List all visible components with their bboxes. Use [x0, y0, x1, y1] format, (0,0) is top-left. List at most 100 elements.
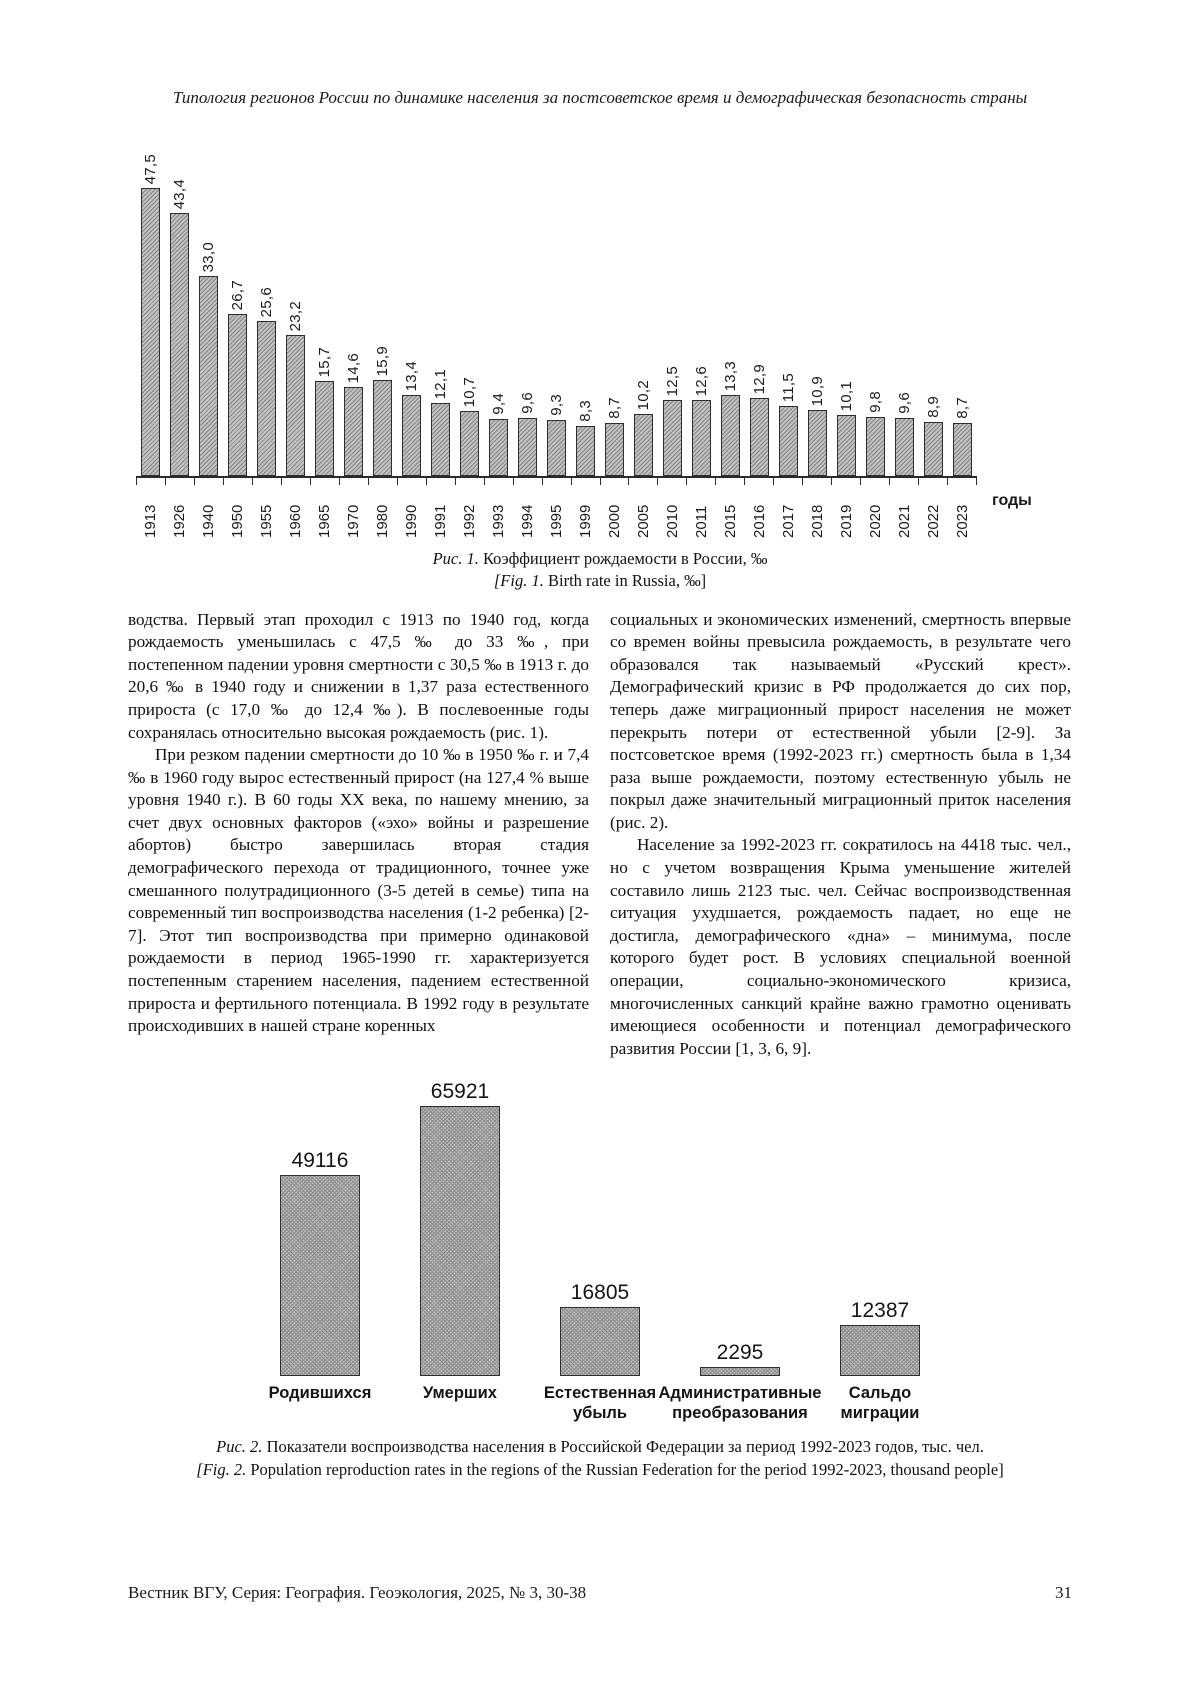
- fig1-caption-en-label: [Fig. 1.: [493, 571, 544, 591]
- fig1-year-text: 2023: [954, 504, 971, 538]
- fig1-bar-group: 15,7: [310, 347, 339, 476]
- fig1-axis-tick: [860, 478, 889, 485]
- fig1-bar: [866, 417, 885, 476]
- fig1-x-tick-label: 1990: [397, 486, 426, 538]
- fig1-axis-tick: [396, 478, 426, 485]
- fig2-bar-value-label: 2295: [716, 1341, 764, 1365]
- fig1-bar-value-label: 12,9: [751, 363, 768, 394]
- fig2-bar-group: 65921 Умерших: [390, 1080, 530, 1426]
- fig1-bar-value-label: 13,4: [403, 360, 420, 391]
- fig1-x-tick-label: 1994: [513, 486, 542, 538]
- fig1-caption: Рис. 1. Коэффициент рождаемости в России…: [128, 548, 1072, 593]
- fig1-x-tick-label: 1992: [455, 486, 484, 538]
- page-footer: Вестник ВГУ, Серия: География. Геоэколог…: [128, 1583, 1072, 1603]
- fig1-axis-tick: [686, 478, 715, 485]
- paragraph: водства. Первый этап проходил с 1913 по …: [128, 609, 589, 742]
- fig1-caption-en-text: Birth rate in Russia, ‰]: [543, 571, 707, 591]
- fig1-year-text: 1992: [461, 504, 478, 538]
- fig1-bar-value-label: 12,6: [693, 365, 710, 396]
- fig1-x-axis-title: годы: [992, 492, 1032, 509]
- fig1-bar-value-label: 9,8: [867, 391, 884, 413]
- fig1-caption-en: [Fig. 1. Birth rate in Russia, ‰]: [128, 570, 1072, 592]
- fig1-bar-group: 26,7: [223, 280, 252, 476]
- fig1-axis-tick: [136, 478, 165, 485]
- fig1-x-tick-label: 2016: [745, 486, 774, 538]
- fig1-x-axis: [136, 476, 978, 485]
- fig1-bar-group: 33,0: [194, 242, 223, 476]
- right-column: социальных и экономических изменений, см…: [610, 609, 1071, 1061]
- fig1-year-text: 2019: [838, 504, 855, 538]
- fig1-bar-value-label: 15,7: [316, 346, 333, 377]
- fig1-bar-value-label: 11,5: [780, 372, 797, 402]
- fig1-x-tick-label: 2005: [629, 486, 658, 538]
- fig1-bar-value-label: 10,7: [461, 376, 478, 407]
- fig1-bar-group: 8,7: [600, 397, 629, 476]
- fig1-year-text: 2017: [780, 504, 797, 538]
- fig2-caption-en-text: Population reproduction rates in the reg…: [246, 1459, 1004, 1479]
- fig1-bar: [344, 387, 363, 476]
- fig1-bar: [199, 276, 218, 476]
- fig1-bar-value-label: 25,6: [258, 286, 275, 317]
- fig1-axis-tick: [657, 478, 686, 485]
- fig2-caption: Рис. 2. Показатели воспроизводства насел…: [128, 1436, 1072, 1481]
- fig2-bar-value-label: 12387: [850, 1299, 910, 1323]
- fig1-x-tick-label: 2021: [890, 486, 919, 538]
- paragraph: социальных и экономических изменений, см…: [610, 609, 1071, 832]
- fig1-year-text: 2016: [751, 504, 768, 538]
- fig2-caption-ru-text: Показатели воспроизводства населения в Р…: [262, 1437, 984, 1457]
- fig2-category-label: Умерших: [423, 1384, 497, 1403]
- fig1-axis-tick: [599, 478, 629, 485]
- fig2-bar: [560, 1307, 640, 1377]
- fig1-year-text: 1990: [403, 504, 420, 538]
- fig1-bar-value-label: 15,9: [374, 345, 391, 376]
- body-columns: водства. Первый этап проходил с 1913 по …: [128, 609, 1072, 1061]
- fig1-x-tick-label: 1970: [339, 486, 368, 538]
- fig1-axis-tick: [309, 478, 339, 485]
- fig1-x-tick-label: 1991: [426, 486, 455, 538]
- fig1-year-text: 1994: [519, 504, 536, 538]
- fig1-bar: [721, 395, 740, 476]
- fig1-axis-tick: [802, 478, 831, 485]
- fig1-bar-group: 25,6: [252, 287, 281, 476]
- fig1-year-text: 2010: [664, 504, 681, 538]
- fig2-bar-group: 12387 Сальдо миграции: [810, 1299, 950, 1426]
- fig1-bar-value-label: 33,0: [200, 241, 217, 272]
- fig1-x-tick-label: 1926: [165, 486, 194, 538]
- fig1-year-text: 1980: [374, 504, 391, 538]
- fig1-year-text: 2020: [867, 504, 884, 538]
- fig1-bar: [779, 406, 798, 476]
- fig1-axis-tick: [744, 478, 773, 485]
- fig1-year-text: 2011: [693, 505, 710, 538]
- fig1-x-tick-label: 1955: [252, 486, 281, 538]
- fig1-bar-group: 13,3: [716, 361, 745, 476]
- journal-info: Вестник ВГУ, Серия: География. Геоэколог…: [128, 1583, 587, 1602]
- fig1-bar-group: 8,3: [571, 400, 600, 476]
- fig2-category-label: Естественная убыль: [543, 1384, 657, 1423]
- fig1-bar: [489, 419, 508, 476]
- fig1-year-text: 1970: [345, 504, 362, 538]
- fig1-year-text: 2021: [896, 504, 913, 538]
- fig1-x-tick-labels: 1913 1926 1940 1950 1955 1960 1965 1970 1980 1990…: [136, 486, 977, 538]
- fig1-bar-group: 47,5: [136, 154, 165, 476]
- fig1-axis-tick: [338, 478, 368, 485]
- fig1-x-tick-label: 2015: [716, 486, 745, 538]
- fig1-year-text: 2022: [925, 504, 942, 538]
- fig1-bar: [460, 411, 479, 476]
- fig2-category-label: Родившихся: [268, 1384, 372, 1403]
- fig1-bar-value-label: 43,4: [171, 178, 188, 209]
- fig1-bar-value-label: 10,9: [809, 375, 826, 406]
- fig1-year-text: 1993: [490, 504, 507, 538]
- fig1-axis-tick: [831, 478, 860, 485]
- fig1-bar-value-label: 10,2: [635, 379, 652, 410]
- fig1-bar-value-label: 9,6: [519, 392, 536, 414]
- fig2-bar-value-label: 49116: [291, 1149, 349, 1173]
- left-column: водства. Первый этап проходил с 1913 по …: [128, 609, 589, 1061]
- fig1-bar: [431, 403, 450, 476]
- fig1-bar-group: 12,1: [426, 369, 455, 476]
- fig1-x-tick-label: 1999: [571, 486, 600, 538]
- fig1-bar-group: 12,9: [745, 364, 774, 476]
- fig1-x-tick-label: 2010: [658, 486, 687, 538]
- fig1-axis-tick: [541, 478, 571, 485]
- paragraph: При резком падении смертности до 10 ‰ в …: [128, 745, 589, 1036]
- fig1-bar: [605, 423, 624, 476]
